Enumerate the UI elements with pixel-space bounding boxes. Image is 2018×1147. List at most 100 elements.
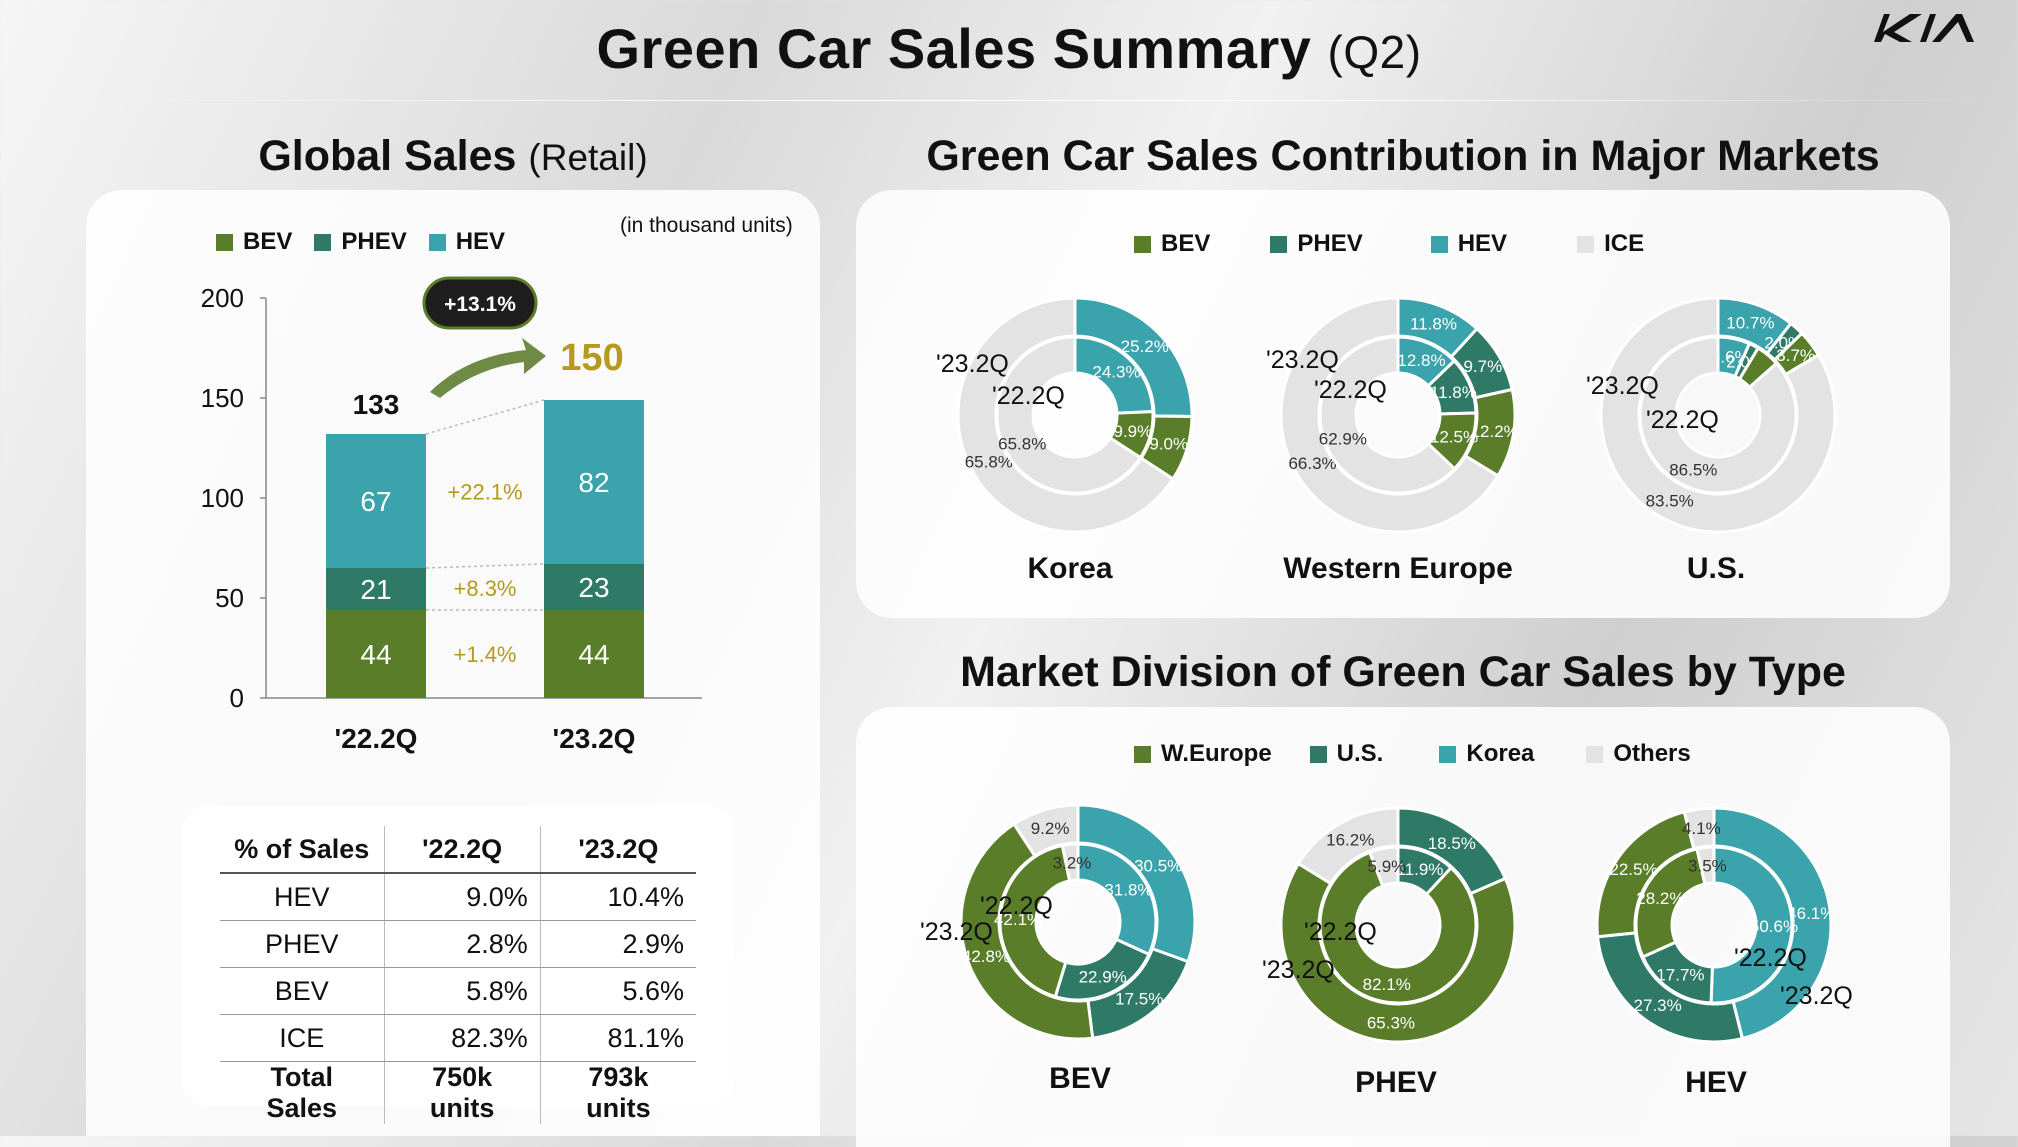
inner-ring-period-label: '22.2Q (1646, 406, 1719, 434)
bar-segment-hev (326, 434, 426, 568)
legend-item-others: Others (1586, 740, 1691, 768)
outer-ring-label: 18.5% (1428, 834, 1476, 853)
bar-segment-phev (326, 568, 426, 610)
legend-label: U.S. (1336, 740, 1384, 767)
cell-23q: 5.6% (539, 967, 696, 1015)
x-tick-label: '22.2Q (335, 723, 418, 754)
outer-ring-label: 30.5% (1134, 857, 1182, 876)
bar-value-label: 23 (578, 572, 609, 603)
connector-line (425, 563, 545, 569)
sales-share-table: % of Sales '22.2Q '23.2Q HEV 9.0% 10.4% … (220, 826, 696, 1124)
inner-ring-label: 9.9% (1113, 422, 1152, 441)
inner-ring-period-label: '22.2Q (1314, 376, 1387, 404)
inner-ring-slice (1318, 850, 1478, 1005)
growth-label: +22.1% (447, 480, 522, 505)
outer-ring-period-label: '23.2Q (936, 350, 1009, 378)
global-sales-bar-chart: 0 50 100 150 200 44 21 67 '22.2Q 44 23 82 '23.2Q +1.4… (201, 276, 702, 754)
outer-ring-label: 46.1% (1787, 904, 1835, 923)
legend-swatch (1439, 745, 1457, 763)
bar-segment-bev (544, 610, 644, 698)
legend-label: HEV (455, 228, 506, 255)
legend-item-phev: PHEV (314, 228, 407, 256)
contribution-title: Green Car Sales Contribution in Major Ma… (926, 132, 1880, 180)
table-row: PHEV 2.8% 2.9% (220, 920, 696, 968)
growth-arrow-icon (430, 338, 546, 398)
outer-ring-label: 25.2% (1121, 337, 1169, 356)
page-title: Green Car Sales Summary (Q2) (0, 16, 2018, 81)
legend-item-bev: BEV (216, 228, 292, 256)
legend-swatch (1309, 745, 1327, 763)
outer-ring-label: 10.7% (1726, 313, 1774, 332)
outer-ring-label: 27.3% (1634, 996, 1682, 1015)
legend-label: PHEV (1297, 230, 1363, 257)
bar-segment-phev (544, 564, 644, 610)
legend-label: HEV (1457, 230, 1508, 257)
row-label: BEV (220, 967, 384, 1015)
row-label: HEV (220, 873, 384, 921)
growth-label: +1.4% (454, 642, 517, 667)
table-header: % of Sales (220, 826, 384, 874)
bar-segment-hev (544, 400, 644, 564)
legend-swatch (1134, 745, 1151, 763)
inner-ring-slice (1638, 335, 1798, 495)
bar-value-label: 82 (578, 467, 609, 498)
inner-ring-slice (1695, 845, 1716, 886)
outer-ring-period-label: '23.2Q (1262, 956, 1335, 984)
table-row: HEV 9.0% 10.4% (220, 873, 696, 921)
cell-22q: 82.3% (383, 1014, 541, 1062)
inner-ring-slice (1073, 335, 1155, 415)
inner-ring-label: 28.2% (1636, 889, 1684, 908)
outer-ring-label: 66.3% (1288, 454, 1336, 473)
growth-badge-label: +13.1% (444, 293, 516, 316)
cell-22q: 9.0% (383, 873, 541, 921)
table-total-row: Total Sales 750k units 793k units (220, 1061, 696, 1124)
outer-ring-label: 42.8% (962, 947, 1010, 966)
type-label-bev: BEV (1049, 1062, 1111, 1095)
legend-label: PHEV (341, 228, 407, 255)
brand-logo (1874, 14, 1974, 42)
page-title-sub: (Q2) (1327, 26, 1422, 78)
y-tick-label: 200 (201, 283, 244, 313)
bar-value-label: 67 (360, 486, 391, 517)
row-label: Total Sales (266, 1062, 338, 1123)
outer-ring-label: 9.0% (1149, 435, 1188, 454)
outer-ring-label: 65.3% (1367, 1014, 1415, 1033)
outer-ring-label: 65.8% (965, 453, 1013, 472)
outer-ring-label: 4.1% (1682, 819, 1721, 838)
inner-ring-label: 65.8% (998, 435, 1046, 454)
inner-ring-period-label: '22.2Q (980, 892, 1053, 920)
table-row: BEV 5.8% 5.6% (220, 967, 696, 1015)
sales-table-card: % of Sales '22.2Q '23.2Q HEV 9.0% 10.4% … (182, 806, 734, 1124)
inner-ring-slice (1634, 847, 1707, 959)
inner-ring-label: 50.6% (1750, 917, 1798, 936)
total-label-highlight: 150 (560, 337, 623, 379)
y-tick-label: 50 (215, 583, 244, 613)
legend-swatch (216, 233, 233, 251)
legend-item-phev: PHEV (1270, 230, 1363, 258)
legend-label: Korea (1466, 740, 1535, 767)
legend-item-ice: ICE (1577, 230, 1644, 258)
cell-23q: 2.9% (539, 920, 696, 968)
outer-ring-label: 22.5% (1609, 860, 1657, 879)
inner-ring-label: 82.1% (1363, 975, 1411, 994)
legend-swatch (428, 233, 446, 251)
cell-23q: 10.4% (539, 873, 696, 921)
cell-22q: 2.8% (383, 920, 541, 968)
legend-item-us: U.S. (1309, 740, 1384, 768)
outer-ring-label: 3.7% (1776, 346, 1815, 365)
inner-ring-slice (1367, 845, 1400, 888)
row-label: ICE (220, 1014, 384, 1062)
inner-ring-label: 3.2% (1053, 853, 1092, 872)
inner-ring-slice (1709, 845, 1794, 1005)
outer-ring-label: 11.8% (1410, 315, 1457, 334)
inner-ring-label: 3.5% (1688, 856, 1727, 875)
inner-ring-slice (995, 335, 1143, 495)
legend-item-bev: BEV (1134, 230, 1210, 258)
type-label-hev: HEV (1685, 1066, 1747, 1099)
global-sales-title-text: Global Sales (258, 132, 517, 180)
inner-ring-period-label: '22.2Q (1734, 944, 1807, 972)
inner-ring-slice (1060, 842, 1080, 883)
outer-ring-label: 83.5% (1646, 491, 1694, 510)
legend-swatch (1430, 235, 1448, 253)
